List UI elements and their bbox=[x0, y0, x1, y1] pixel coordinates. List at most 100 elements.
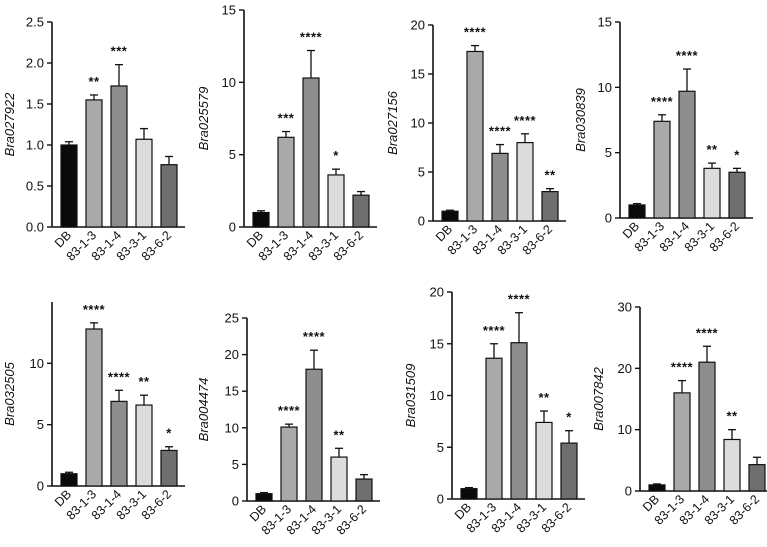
bar-83-1-3 bbox=[673, 392, 691, 492]
y-tick-label: 15 bbox=[598, 15, 612, 30]
significance-label: *** bbox=[278, 111, 295, 126]
bar-83-3-1 bbox=[703, 167, 721, 219]
bar-DB bbox=[648, 484, 666, 492]
bar-83-3-1 bbox=[516, 142, 534, 222]
significance-label: ** bbox=[544, 168, 556, 183]
bar-83-1-4 bbox=[302, 77, 320, 228]
bar-83-3-1 bbox=[135, 404, 153, 487]
y-tick-label: 0 bbox=[232, 494, 239, 509]
bar-DB bbox=[628, 204, 646, 219]
bar-83-1-4 bbox=[510, 342, 528, 500]
y-tick-label: 20 bbox=[225, 347, 239, 362]
bar-83-6-2 bbox=[352, 194, 370, 228]
y-axis-label: Bra004474 bbox=[196, 378, 211, 442]
y-tick-label: 2.0 bbox=[26, 56, 44, 71]
y-tick-label: 10 bbox=[411, 116, 425, 131]
bar-DB bbox=[60, 144, 78, 228]
bar-83-1-4 bbox=[678, 90, 696, 219]
y-tick-label: 0 bbox=[418, 214, 425, 229]
bar-DB bbox=[441, 210, 459, 222]
bar-83-1-4 bbox=[110, 400, 128, 487]
significance-label: *** bbox=[111, 44, 128, 59]
y-tick-label: 5 bbox=[437, 440, 444, 455]
bar-83-1-4 bbox=[305, 368, 323, 502]
chart-panel-2: 051015Bra025579DB***83-1-3****83-1-4*83-… bbox=[196, 3, 377, 264]
significance-label: ** bbox=[726, 409, 738, 424]
chart-panel-6: 0510152025Bra004474DB****83-1-3****83-1-… bbox=[196, 311, 380, 538]
y-tick-label: 25 bbox=[225, 311, 239, 326]
y-tick-label: 5 bbox=[418, 165, 425, 180]
y-tick-label: 20 bbox=[411, 18, 425, 33]
bar-83-1-4 bbox=[698, 361, 716, 492]
significance-label: ** bbox=[538, 390, 550, 405]
bar-83-1-3 bbox=[466, 50, 484, 222]
y-tick-label: 10 bbox=[430, 388, 444, 403]
significance-label: **** bbox=[508, 292, 531, 307]
bar-83-3-1 bbox=[723, 438, 741, 492]
significance-label: * bbox=[333, 148, 339, 163]
significance-label: **** bbox=[300, 30, 323, 45]
significance-label: **** bbox=[464, 25, 487, 40]
bar-83-3-1 bbox=[327, 174, 345, 228]
bar-DB bbox=[460, 488, 478, 500]
y-tick-label: 15 bbox=[430, 336, 444, 351]
bar-83-6-2 bbox=[160, 449, 178, 487]
y-tick-label: 5 bbox=[232, 457, 239, 472]
bar-83-6-2 bbox=[728, 171, 746, 219]
chart-panel-8: 0102030Bra007842DB****83-1-3****83-1-4**… bbox=[591, 300, 767, 528]
significance-label: **** bbox=[696, 325, 719, 340]
bar-83-3-1 bbox=[330, 456, 348, 502]
bar-83-1-3 bbox=[485, 357, 503, 500]
y-axis-label: Bra027922 bbox=[2, 92, 17, 156]
y-axis-label: Bra025579 bbox=[196, 87, 211, 151]
bar-83-1-3 bbox=[277, 136, 295, 228]
significance-label: ** bbox=[88, 74, 100, 89]
y-tick-label: 20 bbox=[618, 361, 632, 376]
bar-83-1-3 bbox=[653, 120, 671, 219]
significance-label: ** bbox=[138, 374, 150, 389]
y-tick-label: 0.0 bbox=[26, 220, 44, 235]
y-tick-label: 5 bbox=[605, 145, 612, 160]
bar-DB bbox=[252, 211, 270, 228]
y-tick-label: 0 bbox=[437, 492, 444, 507]
chart-panel-7: 05101520Bra031509DB****83-1-3****83-1-4*… bbox=[403, 285, 585, 536]
significance-label: **** bbox=[108, 369, 131, 384]
bar-83-1-3 bbox=[280, 426, 298, 502]
chart-panel-3: 05101520Bra027156DB****83-1-3****83-1-4*… bbox=[385, 18, 566, 258]
bar-DB bbox=[60, 473, 78, 487]
significance-label: * bbox=[566, 410, 572, 425]
y-tick-label: 10 bbox=[598, 80, 612, 95]
chart-panel-4: 051015Bra030839DB****83-1-3****83-1-4**8… bbox=[573, 15, 753, 255]
significance-label: **** bbox=[514, 113, 537, 128]
significance-label: * bbox=[166, 426, 172, 441]
bar-83-6-2 bbox=[541, 191, 559, 222]
y-tick-label: 30 bbox=[618, 300, 632, 315]
significance-label: **** bbox=[83, 302, 106, 317]
chart-panel-1: 0.00.51.01.52.02.5Bra027922DB**83-1-3***… bbox=[2, 15, 185, 264]
bar-83-6-2 bbox=[560, 442, 578, 500]
bar-83-1-4 bbox=[491, 152, 509, 222]
y-tick-label: 5 bbox=[229, 147, 236, 162]
significance-label: **** bbox=[671, 360, 694, 375]
bar-83-1-4 bbox=[110, 85, 128, 228]
bar-83-6-2 bbox=[160, 164, 178, 228]
y-tick-label: 15 bbox=[222, 3, 236, 18]
y-tick-label: 0.5 bbox=[26, 179, 44, 194]
y-tick-label: 2.5 bbox=[26, 15, 44, 30]
y-axis-label: Bra007842 bbox=[591, 366, 606, 430]
significance-label: **** bbox=[651, 94, 674, 109]
significance-label: **** bbox=[483, 323, 506, 338]
y-tick-label: 15 bbox=[225, 384, 239, 399]
y-tick-label: 0 bbox=[229, 220, 236, 235]
y-tick-label: 5 bbox=[37, 417, 44, 432]
bar-83-3-1 bbox=[135, 138, 153, 228]
bar-83-1-3 bbox=[85, 99, 103, 228]
bar-DB bbox=[255, 493, 273, 502]
bar-83-6-2 bbox=[355, 478, 373, 502]
y-axis-label: Bra031509 bbox=[403, 364, 418, 428]
bar-83-3-1 bbox=[535, 421, 553, 500]
bar-83-6-2 bbox=[748, 464, 766, 492]
y-tick-label: 10 bbox=[222, 75, 236, 90]
y-tick-label: 0 bbox=[37, 479, 44, 494]
